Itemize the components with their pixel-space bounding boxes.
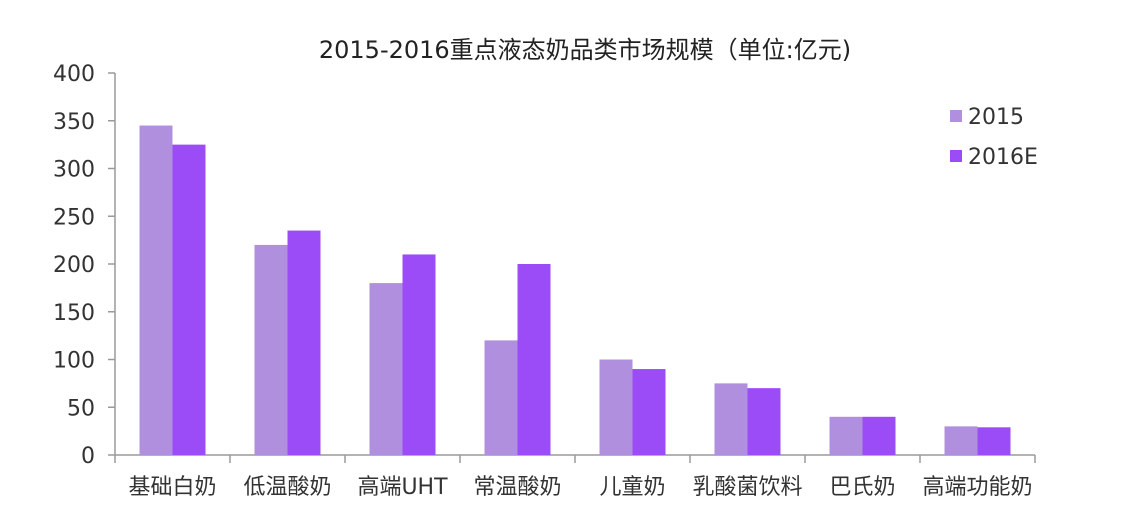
bar-2015-5 [599,359,633,455]
bar-2015-2 [254,244,288,455]
y-tick-label: 150 [53,301,95,326]
bar-2016e-2 [287,230,321,455]
y-axis: 0 50 100 150 200 250 300 350 400 [53,62,116,469]
y-tick-label: 400 [53,62,95,87]
legend-swatch-2016e [950,150,962,162]
bar-2016e-5 [632,369,666,455]
x-axis: 基础白奶 低温酸奶 高端UHT 常温酸奶 儿童奶 乳酸菌饮料 巴氏奶 高端功能奶 [114,454,1036,500]
bar-2015-6 [714,383,748,455]
y-tick-label: 100 [53,349,95,374]
category-label: 儿童奶 [599,475,665,500]
y-tick-label: 200 [53,253,95,278]
bar-2015-3 [369,283,403,455]
bar-2016e-1 [172,144,206,455]
category-label: 乳酸菌饮料 [692,475,802,500]
y-tick-label: 250 [53,205,95,230]
bar-2016e-3 [402,254,436,455]
bar-2016e-8 [977,427,1011,455]
category-label: 低温酸奶 [243,475,331,500]
chart-title: 2015-2016重点液态奶品类市场规模（单位:亿元) [319,36,851,64]
bar-2015-7 [829,416,863,455]
bar-2015-4 [484,340,518,455]
category-label: 常温酸奶 [473,475,561,500]
bar-2016e-7 [862,416,896,455]
bar-2015-1 [139,125,173,456]
legend-swatch-2015 [950,110,962,122]
category-label: 高端UHT [357,475,448,500]
bars [139,125,1011,456]
y-tick-label: 300 [53,158,95,183]
legend: 2015 2016E [950,105,1038,170]
category-label: 巴氏奶 [829,475,895,500]
category-label: 高端功能奶 [922,475,1032,500]
bar-2016e-4 [517,264,551,455]
bar-2016e-6 [747,388,781,455]
bar-2015-8 [944,426,978,455]
legend-label-2015: 2015 [968,105,1024,130]
legend-label-2016e: 2016E [968,145,1038,170]
y-tick-label: 50 [67,396,95,421]
y-tick-label: 350 [53,110,95,135]
category-label: 基础白奶 [128,475,216,500]
y-tick-label: 0 [81,444,95,469]
